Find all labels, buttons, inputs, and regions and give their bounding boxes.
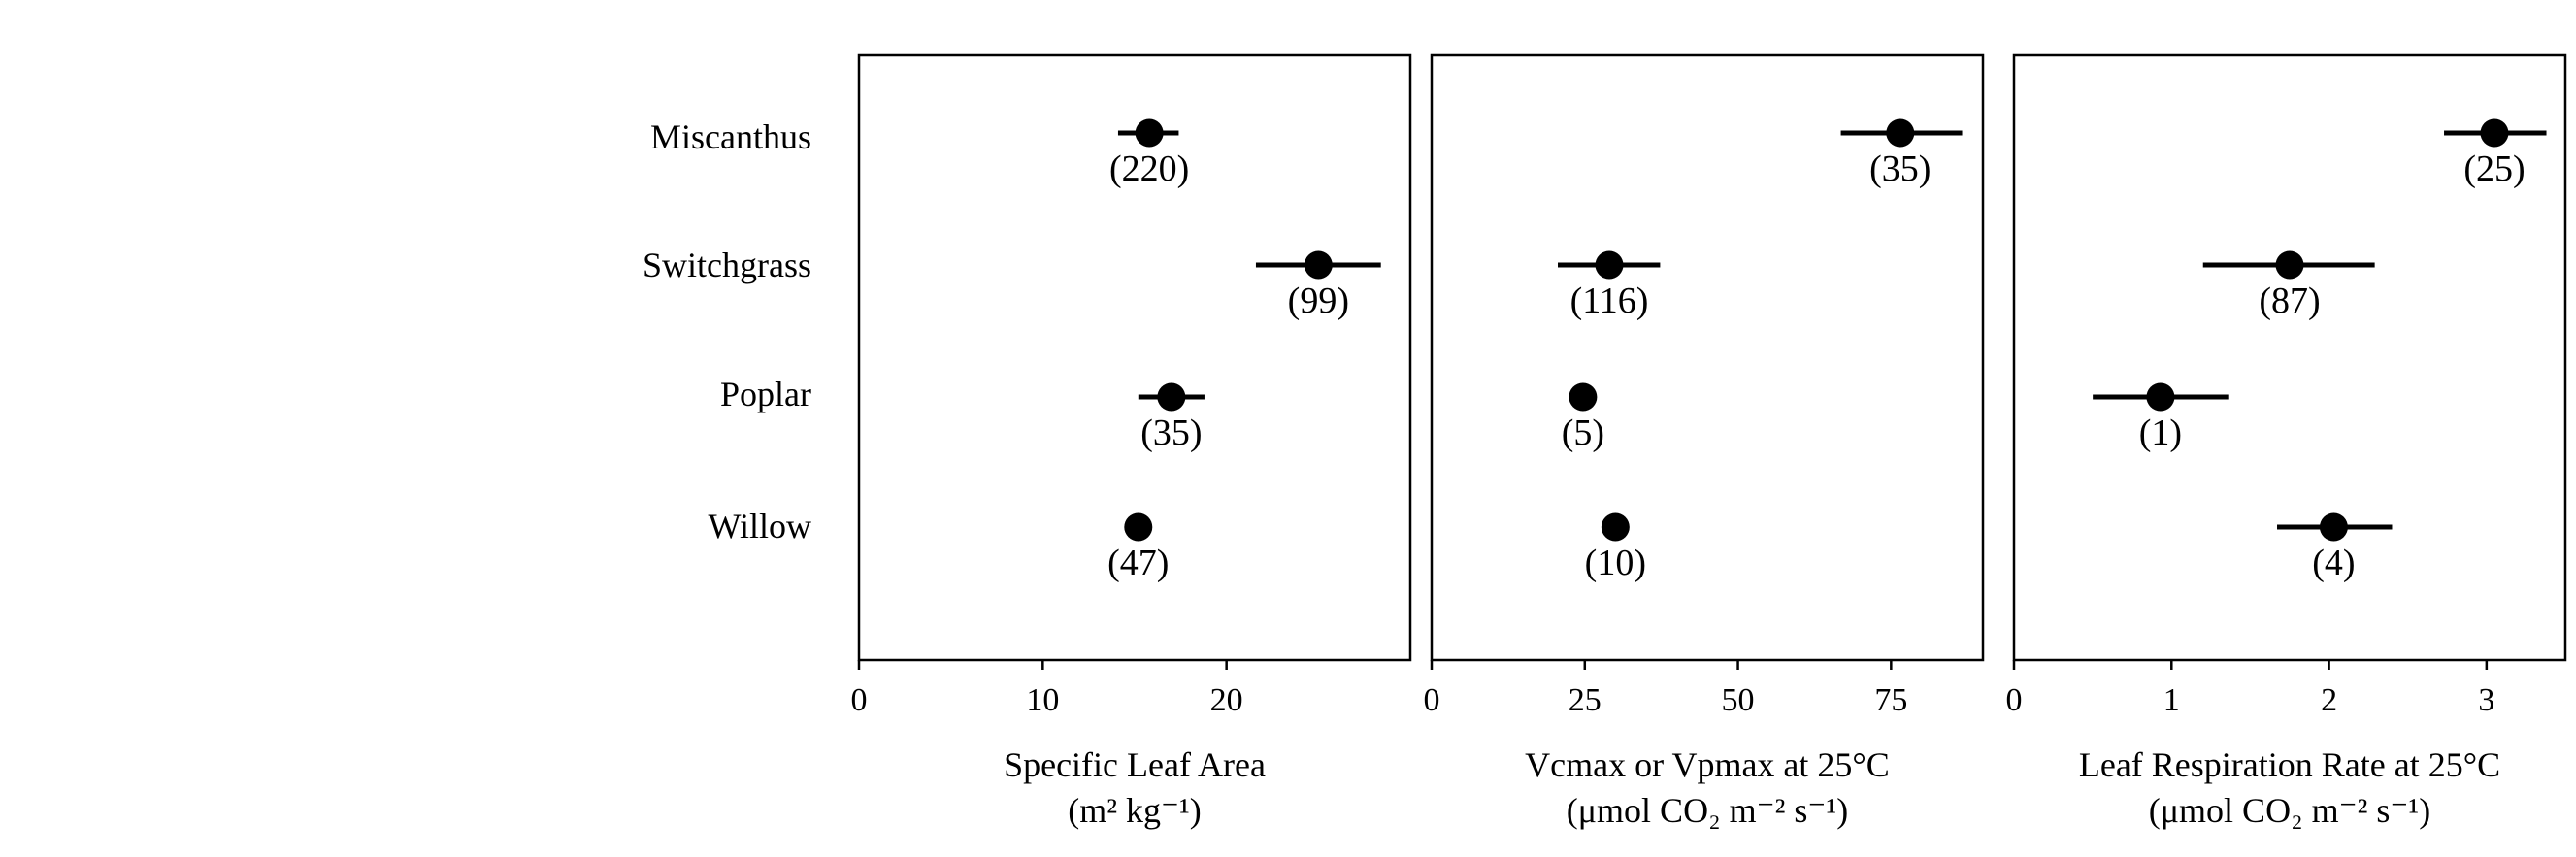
sample-size-label-willow: (47) <box>1107 543 1169 583</box>
data-point-poplar <box>2146 382 2175 412</box>
sample-size-label-willow: (4) <box>2312 543 2355 583</box>
sample-size-label-willow: (10) <box>1585 543 1646 583</box>
category-label-poplar: Poplar <box>720 375 811 413</box>
x-axis-units: (μmol CO₂ m⁻² s⁻¹) <box>2149 791 2430 830</box>
sample-size-label-switchgrass: (87) <box>2259 280 2320 321</box>
sample-size-label-switchgrass: (99) <box>1288 280 1349 321</box>
x-axis-title: Vcmax or Vpmax at 25°C <box>1525 745 1890 784</box>
x-tick-label: 75 <box>1874 682 1907 718</box>
data-point-poplar <box>1569 382 1598 412</box>
x-tick-label: 2 <box>2321 682 2337 718</box>
x-axis-units: (m² kg⁻¹) <box>1068 791 1202 830</box>
category-labels: Miscanthus Switchgrass Poplar Willow <box>643 117 811 545</box>
panel-frame <box>857 53 1412 662</box>
data-point-switchgrass <box>1304 250 1333 280</box>
sample-size-label-miscanthus: (220) <box>1109 148 1189 189</box>
panel-1: 0 10 20 (220) (99) (35) (47) Specific Leaf Area… <box>851 53 1412 830</box>
x-tick-label: 20 <box>1210 682 1243 718</box>
data-point-switchgrass <box>1595 250 1624 280</box>
data-point-poplar <box>1157 382 1186 412</box>
x-tick-label: 3 <box>2478 682 2494 718</box>
panel-frame <box>1430 53 1985 662</box>
sample-size-label-poplar: (5) <box>1562 412 1604 453</box>
data-point-willow <box>2319 512 2348 542</box>
data-point-miscanthus <box>1135 118 1164 148</box>
panel-frame <box>2012 53 2567 662</box>
x-tick-label: 0 <box>851 682 868 718</box>
x-tick-label: 1 <box>2163 682 2180 718</box>
data-point-switchgrass <box>2275 250 2304 280</box>
category-label-switchgrass: Switchgrass <box>643 246 811 284</box>
x-axis-title: Leaf Respiration Rate at 25°C <box>2079 745 2500 784</box>
panel-3: 0 1 2 3 (25) (87) (1) (4) Leaf Respiration Rate … <box>2006 53 2567 830</box>
category-label-miscanthus: Miscanthus <box>650 117 811 156</box>
sample-size-label-poplar: (35) <box>1140 412 1202 453</box>
x-tick-label: 50 <box>1722 682 1755 718</box>
sample-size-label-switchgrass: (116) <box>1570 280 1649 321</box>
x-tick-label: 0 <box>1424 682 1440 718</box>
x-tick-label: 25 <box>1569 682 1602 718</box>
sample-size-label-miscanthus: (35) <box>1869 148 1931 189</box>
x-tick-label: 0 <box>2006 682 2023 718</box>
category-label-willow: Willow <box>708 507 811 545</box>
data-point-miscanthus <box>1886 118 1915 148</box>
data-point-willow <box>1124 512 1153 542</box>
data-point-willow <box>1601 512 1630 542</box>
data-point-miscanthus <box>2480 118 2509 148</box>
x-axis-title: Specific Leaf Area <box>1004 745 1266 784</box>
x-tick-label: 10 <box>1026 682 1059 718</box>
panel-2: 0 25 50 75 (35) (116) (5) (10) Vcmax or Vpmax at… <box>1424 53 1985 830</box>
chart-panels: 0 10 20(220)(99)(35)(47)Specific Leaf Area… <box>851 53 2567 830</box>
sample-size-label-poplar: (1) <box>2139 412 2182 453</box>
sample-size-label-miscanthus: (25) <box>2463 148 2525 189</box>
x-axis-units: (μmol CO₂ m⁻² s⁻¹) <box>1567 791 1848 830</box>
